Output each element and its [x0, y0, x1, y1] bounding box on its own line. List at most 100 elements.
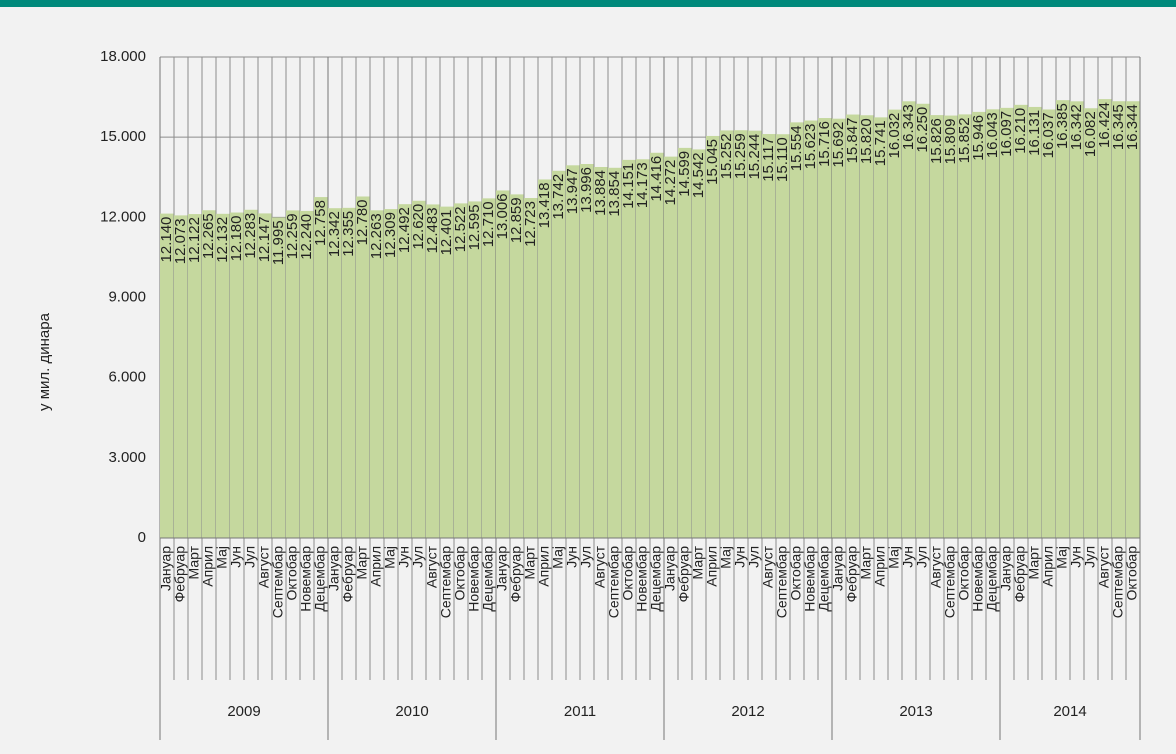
bar — [496, 190, 510, 538]
x-tick-label: Мај — [550, 546, 566, 569]
bar — [160, 213, 174, 538]
value-label: 12.140 — [158, 217, 175, 263]
bar — [874, 117, 888, 538]
bar — [566, 165, 580, 538]
bar — [188, 214, 202, 538]
x-tick-label: Октобар — [452, 546, 468, 601]
value-label: 16.032 — [886, 113, 903, 159]
bar — [454, 203, 468, 538]
x-tick-label: Мај — [718, 546, 734, 569]
x-tick-label: Мај — [886, 546, 902, 569]
value-label: 12.522 — [452, 206, 469, 252]
y-tick-label: 15.000 — [100, 128, 146, 145]
x-tick-label: Фебруар — [508, 546, 524, 603]
x-tick-label: Јануар — [998, 546, 1014, 591]
value-label: 13.742 — [550, 174, 567, 220]
bar — [860, 115, 874, 538]
value-label: 16.097 — [998, 111, 1015, 157]
x-tick-label: Август — [424, 545, 440, 588]
value-label: 15.117 — [760, 137, 777, 182]
x-tick-label: Новембар — [634, 546, 650, 612]
value-label: 15.946 — [970, 115, 987, 161]
value-label: 15.809 — [942, 119, 959, 165]
header-band — [0, 0, 1176, 7]
value-label: 15.716 — [816, 121, 833, 167]
x-tick-label: Јул — [914, 546, 930, 568]
x-tick-label: Јануар — [494, 546, 510, 591]
bar — [706, 135, 720, 538]
x-tick-label: Април — [368, 546, 384, 587]
x-tick-label: Децембар — [984, 546, 1000, 612]
x-tick-label: Мај — [382, 546, 398, 569]
bar — [524, 198, 538, 538]
y-tick-label: 12.000 — [100, 208, 146, 225]
x-tick-label: Новембар — [298, 546, 314, 612]
bar — [328, 208, 342, 538]
value-label: 12.723 — [522, 201, 539, 247]
x-tick-label: Април — [536, 546, 552, 587]
x-tick-label: Октобар — [284, 546, 300, 601]
value-label: 16.345 — [1110, 104, 1127, 150]
value-label: 16.343 — [900, 104, 917, 150]
x-tick-label: Фебруар — [676, 546, 692, 603]
value-label: 12.492 — [396, 207, 413, 253]
bar — [1014, 104, 1028, 539]
bar — [846, 114, 860, 538]
bar — [300, 210, 314, 539]
x-tick-label: Септембар — [438, 546, 454, 618]
bar — [1000, 107, 1014, 538]
group-label: 2013 — [899, 703, 932, 720]
bar — [720, 130, 734, 538]
group-label: 2014 — [1053, 703, 1086, 720]
x-tick-label: Октобар — [956, 546, 972, 601]
bar — [230, 212, 244, 539]
bar — [202, 210, 216, 538]
y-tick-label: 9.000 — [108, 288, 146, 305]
value-label: 12.342 — [326, 211, 343, 257]
bar — [776, 134, 790, 538]
x-tick-label: Новембар — [970, 546, 986, 612]
value-label: 15.847 — [844, 118, 861, 164]
y-axis-label: у мил. динара — [36, 312, 53, 411]
bar — [832, 118, 846, 538]
value-label: 12.355 — [340, 211, 357, 257]
bar — [216, 213, 230, 538]
value-label: 13.947 — [564, 168, 581, 214]
bar — [1084, 108, 1098, 538]
bar — [174, 215, 188, 538]
value-label: 14.151 — [620, 163, 637, 209]
bar — [356, 196, 370, 539]
bar — [580, 163, 594, 538]
value-label: 12.710 — [480, 201, 497, 247]
value-label: 15.554 — [788, 125, 805, 171]
bar — [692, 149, 706, 538]
value-label: 13.006 — [494, 193, 511, 239]
value-label: 15.244 — [746, 134, 763, 180]
group-label: 2012 — [731, 703, 764, 720]
value-label: 16.082 — [1082, 111, 1099, 157]
value-label: 16.250 — [914, 107, 931, 153]
value-label: 15.692 — [830, 122, 847, 168]
value-label: 14.542 — [690, 152, 707, 198]
value-label: 16.037 — [1040, 112, 1057, 158]
bar — [440, 206, 454, 538]
bar — [552, 170, 566, 539]
bar — [622, 159, 636, 539]
x-tick-label: Октобар — [620, 546, 636, 601]
bar — [426, 204, 440, 538]
value-label: 13.884 — [592, 170, 609, 216]
x-tick-label: Март — [858, 545, 874, 579]
x-tick-label: Јануар — [158, 546, 174, 591]
bar — [762, 134, 776, 538]
value-label: 12.859 — [508, 197, 525, 243]
bar — [650, 152, 664, 538]
bar — [244, 209, 258, 539]
bar — [398, 204, 412, 538]
x-tick-label: Април — [872, 546, 888, 587]
value-label: 14.173 — [634, 162, 651, 208]
value-label: 15.741 — [872, 120, 889, 166]
x-tick-label: Јун — [732, 546, 748, 568]
x-tick-label: Фебруар — [172, 546, 188, 603]
